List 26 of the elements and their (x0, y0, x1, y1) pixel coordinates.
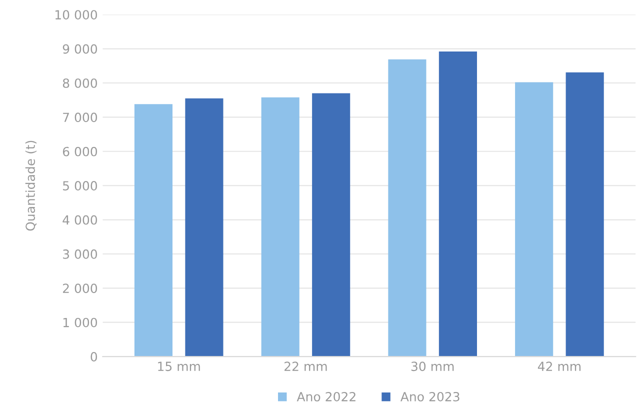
x-tick-label: 22 mm (284, 362, 327, 371)
x-tick-label: 42 mm (538, 362, 581, 371)
bar (566, 72, 604, 357)
y-tick-label: 3 000 (63, 249, 98, 259)
x-tick-label: 30 mm (411, 362, 454, 372)
y-tick-label: 10 000 (55, 10, 98, 20)
y-tick-label: 0 (90, 352, 98, 362)
legend-label: Ano 2022 (296, 392, 356, 402)
y-tick-label: 2 000 (62, 284, 98, 294)
bar (261, 97, 300, 357)
bar (438, 52, 477, 357)
y-tick-label: 6 000 (62, 146, 98, 156)
y-tick-label: 7 000 (63, 112, 98, 122)
legend-label: Ano 2023 (400, 392, 460, 402)
y-tick-label: 5 000 (63, 181, 98, 190)
y-tick-label: 1 000 (63, 318, 98, 328)
x-tick-label: 15 mm (158, 362, 200, 372)
bar (388, 59, 426, 357)
bar (134, 104, 172, 357)
bar (312, 93, 350, 357)
bar (185, 98, 224, 357)
y-tick-label: 9 000 (62, 44, 98, 54)
y-axis-title: Quantidade (t) (25, 140, 37, 231)
y-tick-label: 4 000 (62, 215, 98, 225)
bar (515, 82, 554, 357)
y-tick-label: 8 000 (62, 78, 98, 88)
